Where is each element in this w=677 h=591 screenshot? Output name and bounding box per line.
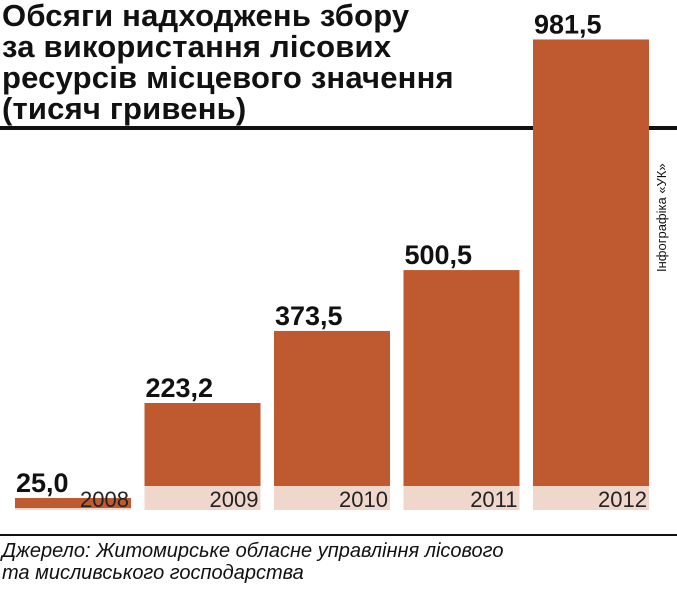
- x-tick-label: 2011: [470, 487, 517, 512]
- chart-title-line: Обсяги надходжень збору: [2, 0, 410, 33]
- source-line: Джерело: Житомирське обласне управління …: [2, 540, 504, 562]
- data-label: 25,0: [16, 468, 69, 498]
- chart-title-line: за використання лісових: [2, 29, 392, 64]
- bar-base-band: [533, 486, 649, 510]
- data-label: 981,5: [534, 9, 602, 39]
- x-tick-label: 2010: [339, 487, 388, 512]
- bar-2012: [533, 39, 649, 510]
- bar-2010: [274, 330, 390, 510]
- source-note: Джерело: Житомирське обласне управління …: [2, 540, 503, 584]
- data-label: 373,5: [275, 301, 343, 331]
- title-rule: [0, 126, 677, 130]
- bar-base-band: [403, 486, 520, 510]
- bar-base-band: [274, 486, 390, 510]
- x-tick-label: 2008: [80, 487, 129, 512]
- chart-title: Обсяги надходжень збору за використання …: [2, 0, 522, 124]
- x-tick-label: 2012: [598, 487, 647, 512]
- bar-base-band: [15, 508, 131, 510]
- bar-2011: [403, 270, 520, 510]
- data-label: 223,2: [146, 373, 214, 403]
- bar-2008: [15, 498, 131, 510]
- source-rule: [0, 534, 677, 536]
- bar-base-band: [144, 486, 261, 510]
- source-line: та мисливського господарства: [2, 562, 304, 584]
- x-tick-label: 2009: [210, 487, 259, 512]
- data-label: 500,5: [405, 240, 473, 270]
- chart-title-line: (тисяч гривень): [2, 91, 247, 126]
- chart-title-line: ресурсів місцевого значення: [2, 60, 454, 95]
